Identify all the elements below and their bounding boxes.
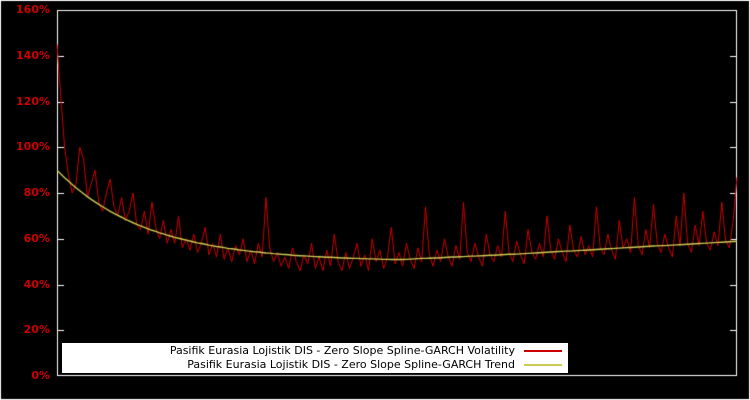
legend-line-sample bbox=[524, 350, 562, 352]
y-axis-tick-label: 80% bbox=[23, 186, 50, 199]
y-axis-tick-label: 20% bbox=[23, 323, 50, 337]
y-axis-tick-label: 160% bbox=[16, 3, 50, 16]
y-axis: 0% 20% 40% 60% 80% 100% 120% 140% 160% bbox=[0, 0, 50, 400]
legend-item-trend: Pasifik Eurasia Lojistik DIS - Zero Slop… bbox=[62, 358, 568, 372]
y-axis-tick-label: 0% bbox=[31, 369, 50, 382]
legend-label-volatility: Pasifik Eurasia Lojistik DIS - Zero Slop… bbox=[169, 344, 515, 357]
y-axis-tick-label: 140% bbox=[16, 48, 50, 62]
legend-label-trend: Pasifik Eurasia Lojistik DIS - Zero Slop… bbox=[187, 358, 515, 371]
legend-item-volatility: Pasifik Eurasia Lojistik DIS - Zero Slop… bbox=[62, 344, 568, 358]
y-axis-tick-label: 40% bbox=[23, 277, 50, 291]
y-axis-tick-label: 60% bbox=[23, 231, 50, 245]
legend: Pasifik Eurasia Lojistik DIS - Zero Slop… bbox=[62, 343, 568, 373]
y-axis-tick-label: 120% bbox=[16, 94, 50, 108]
legend-line-sample bbox=[524, 364, 562, 366]
y-axis-tick-label: 100% bbox=[16, 140, 50, 154]
